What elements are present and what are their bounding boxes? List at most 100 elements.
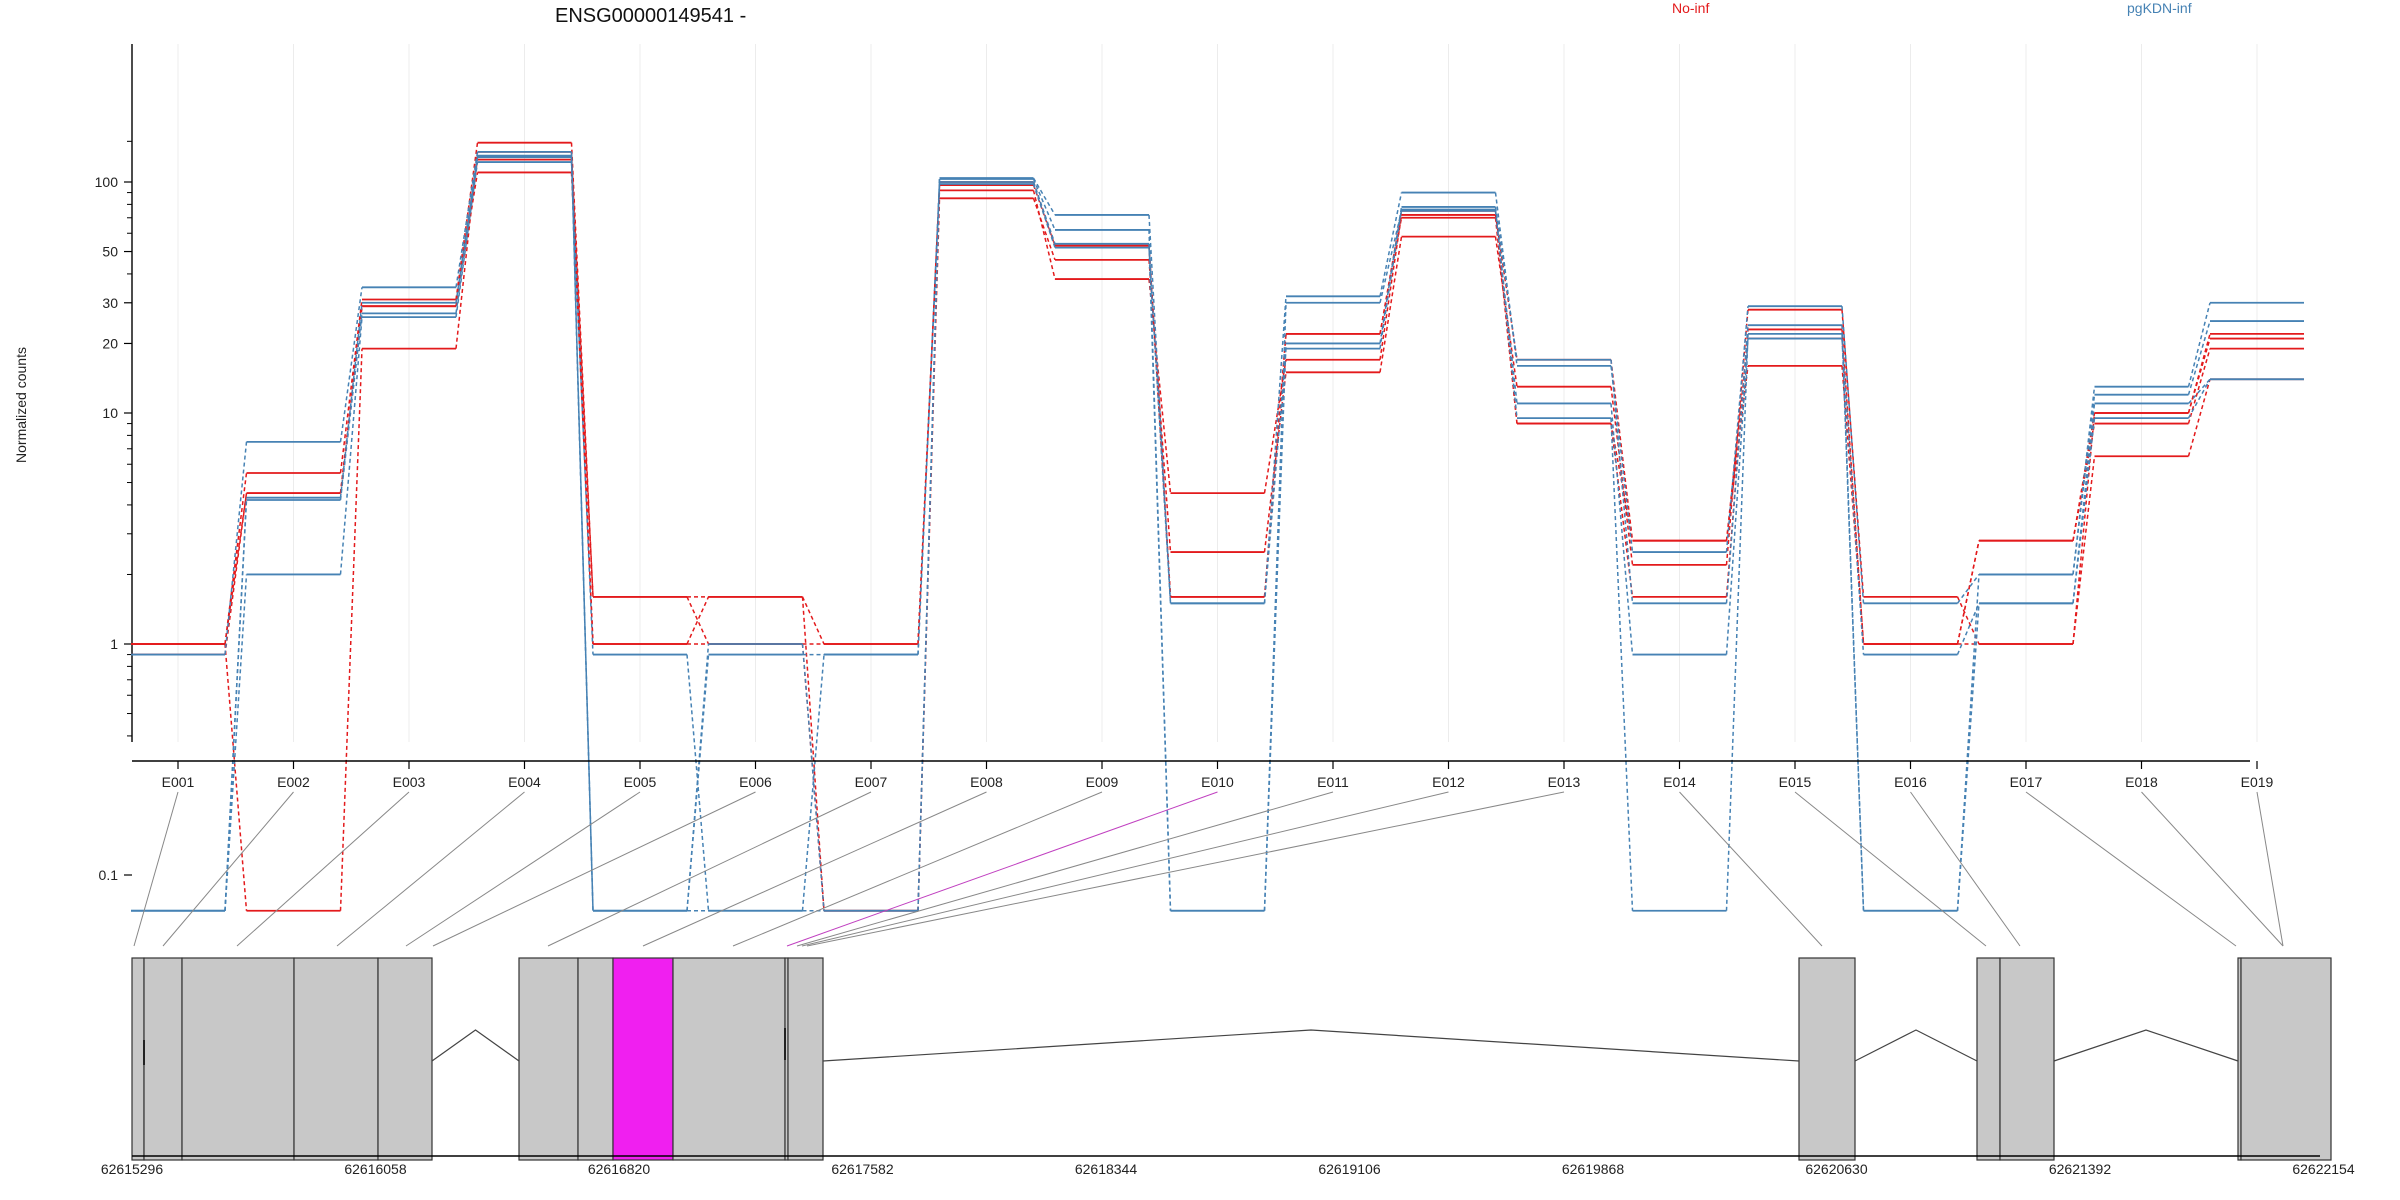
series-connector [224, 441, 248, 655]
x-tick-label: E016 [1894, 774, 1927, 790]
series-connector [455, 157, 479, 314]
genomic-axis-label: 62621392 [2049, 1161, 2112, 1177]
grid-lines [177, 44, 2258, 742]
exon-link-line [405, 791, 641, 947]
series-connector [224, 643, 248, 911]
series-pgkdn-inf-7 [131, 154, 2304, 912]
series-connector [2187, 379, 2211, 457]
x-tick-label: E006 [739, 774, 772, 790]
series-connector [1956, 574, 1980, 604]
series-connector [455, 142, 479, 300]
series-connector [686, 654, 710, 911]
series-connector [1263, 302, 1287, 911]
series-connector [686, 596, 710, 645]
series-connector [224, 493, 248, 645]
series-connector [2187, 378, 2211, 404]
series-connector [2187, 378, 2211, 419]
exon-link-line [796, 791, 1334, 947]
x-tick-label: E001 [162, 774, 195, 790]
exon-link-line [1794, 791, 1987, 947]
exon-box [1798, 957, 1856, 1161]
x-tick-label: E010 [1201, 774, 1234, 790]
exon-box [143, 957, 183, 1161]
series-connector [570, 162, 594, 655]
series-connector [224, 493, 248, 655]
x-tick-label: E009 [1086, 774, 1119, 790]
series-connector [1379, 236, 1403, 373]
legend-no-inf: No-inf [1672, 0, 1709, 16]
series-connector [1379, 209, 1403, 349]
exon-link-line [432, 791, 756, 947]
x-tick-label: E017 [2010, 774, 2043, 790]
exon-link-line [2025, 791, 2237, 947]
exon-link-line [547, 791, 872, 947]
genomic-axis-label: 62616058 [344, 1161, 407, 1177]
series-connector [1032, 177, 1056, 216]
exon-link-line [642, 791, 987, 947]
exon-box [518, 957, 579, 1161]
exon-box [293, 957, 379, 1161]
series-connector [2187, 348, 2211, 424]
series-connector [1263, 348, 1287, 604]
series-connector [1841, 338, 1865, 655]
x-tick-label: E002 [277, 774, 310, 790]
intron-line [2053, 1029, 2239, 1062]
genomic-axis-label: 62619106 [1318, 1161, 1381, 1177]
x-tick-label: E003 [393, 774, 426, 790]
series-connector [1148, 214, 1172, 604]
series-connector [1494, 236, 1518, 387]
exon-link-line [732, 791, 1103, 947]
y-tick-label: 50 [102, 244, 118, 260]
genomic-coordinate-axis: 62615296 62616058 62616820 62617582 62618344… [101, 1155, 2355, 1177]
x-tick-label: E018 [2125, 774, 2158, 790]
x-tick-label: E013 [1548, 774, 1581, 790]
exon-link-line [336, 791, 525, 947]
exon-link-line [2141, 791, 2284, 947]
y-tick-label: 10 [102, 405, 118, 421]
series-connector [1956, 603, 1980, 911]
exon-link-line [806, 791, 1565, 947]
x-axis: E001 E002 E003 E004 E005 E006 E007 E008 E009 E010… [132, 760, 2274, 790]
series-connector [1148, 229, 1172, 911]
series-connector [1379, 192, 1403, 297]
legend-pgkdn-inf: pgKDN-inf [2127, 0, 2192, 16]
series-connector [686, 596, 710, 645]
exon-link-line [236, 791, 410, 947]
exon-box [577, 957, 614, 1161]
exon-link-line-highlighted [786, 791, 1218, 947]
x-tick-label: E005 [624, 774, 657, 790]
genomic-axis-label: 62619868 [1562, 1161, 1625, 1177]
series-connector [1610, 386, 1634, 565]
exon-box [1999, 957, 2055, 1161]
series-connector [1032, 198, 1056, 261]
series-connector [1725, 333, 1749, 911]
intron-line [431, 1029, 520, 1062]
series-connector [1610, 403, 1634, 655]
exon-link-line [1910, 791, 2021, 947]
series-connector [1032, 184, 1056, 246]
series-connector [2187, 302, 2211, 387]
exon-link-lines [133, 791, 2284, 947]
series-connector [455, 161, 479, 318]
exon-box [1976, 957, 2001, 1161]
intron-line [822, 1029, 1800, 1062]
x-tick-label: E004 [508, 774, 541, 790]
series-lines [131, 141, 2304, 912]
exon-box [672, 957, 786, 1161]
exon-box [377, 957, 433, 1161]
series-connector [2072, 403, 2096, 604]
series-connector [1725, 306, 1749, 553]
exon-link-line [801, 791, 1449, 947]
series-connector [2187, 320, 2211, 395]
series-connector [1263, 372, 1287, 553]
x-tick-label: E007 [855, 774, 888, 790]
series-connector [1841, 306, 1865, 604]
series-connector [801, 596, 825, 911]
series-connector [917, 179, 941, 911]
exon-link-line [1679, 791, 1823, 947]
series-connector [1610, 359, 1634, 604]
x-tick-label: E019 [2241, 774, 2274, 790]
series-connector [339, 317, 363, 575]
series-connector [1032, 178, 1056, 231]
exon-link-line [2256, 791, 2284, 947]
